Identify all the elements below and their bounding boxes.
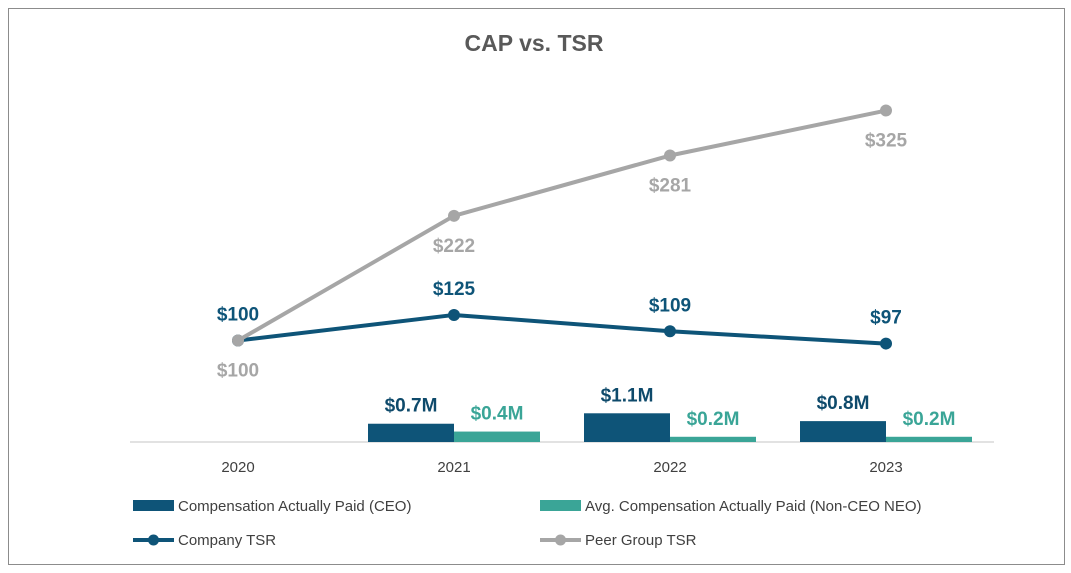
line-label-company-tsr-2021: $125 [433,279,476,300]
legend-swatch-avg-compensation-actually-paid-non-ceo-neo [540,500,581,511]
bar-label-compensation-actually-paid-ceo-2022: $1.1M [601,385,654,406]
line-label-peer-group-tsr-2022: $281 [649,176,692,197]
point-peer-group-tsr-2021 [448,209,460,222]
line-label-peer-group-tsr-2023: $325 [865,131,908,152]
point-company-tsr-2023 [880,337,892,350]
bar-compensation-actually-paid-ceo-2023 [800,421,886,442]
bar-label-compensation-actually-paid-ceo-2023: $0.8M [817,393,870,414]
legend-marker-company-tsr [148,534,159,546]
bar-label-avg-compensation-actually-paid-non-ceo-neo-2023: $0.2M [903,409,956,430]
line-label-company-tsr-2020: $100 [217,305,259,326]
bar-compensation-actually-paid-ceo-2022 [584,413,670,442]
x-tick-label-2022: 2022 [653,459,686,476]
x-tick-label-2023: 2023 [869,459,902,476]
line-company-tsr [236,312,888,346]
chart-frame [8,8,1065,565]
point-peer-group-tsr-2020 [232,334,244,347]
legend-marker-peer-group-tsr [555,534,566,546]
line-label-peer-group-tsr-2021: $222 [433,236,475,257]
bar-avg-compensation-actually-paid-non-ceo-neo-2023 [886,436,972,442]
legend-swatch-compensation-actually-paid-ceo [133,500,174,511]
bar-label-compensation-actually-paid-ceo-2021: $0.7M [385,396,438,417]
bar-label-avg-compensation-actually-paid-non-ceo-neo-2021: $0.4M [471,404,524,425]
bar-avg-compensation-actually-paid-non-ceo-neo-2022 [670,436,756,442]
bar-avg-compensation-actually-paid-non-ceo-neo-2021 [454,431,540,442]
x-tick-label-2021: 2021 [437,459,470,476]
bar-compensation-actually-paid-ceo-2021 [368,423,454,442]
chart-title: CAP vs. TSR [465,30,604,56]
point-peer-group-tsr-2023 [880,104,892,117]
point-company-tsr-2021 [448,308,460,321]
bar-label-avg-compensation-actually-paid-non-ceo-neo-2022: $0.2M [687,409,740,430]
point-peer-group-tsr-2022 [664,149,676,162]
x-tick-label-2020: 2020 [221,459,254,476]
line-peer-group-tsr [236,108,888,343]
line-label-company-tsr-2023: $97 [870,308,902,329]
legend-label-company-tsr: Company TSR [178,532,276,549]
legend-label-peer-group-tsr: Peer Group TSR [585,532,697,549]
line-label-peer-group-tsr-2020: $100 [217,361,259,382]
legend-label-compensation-actually-paid-ceo: Compensation Actually Paid (CEO) [178,498,411,515]
line-label-company-tsr-2022: $109 [649,295,691,316]
legend-label-avg-compensation-actually-paid-non-ceo-neo: Avg. Compensation Actually Paid (Non-CEO… [585,498,922,515]
point-company-tsr-2022 [664,325,676,338]
